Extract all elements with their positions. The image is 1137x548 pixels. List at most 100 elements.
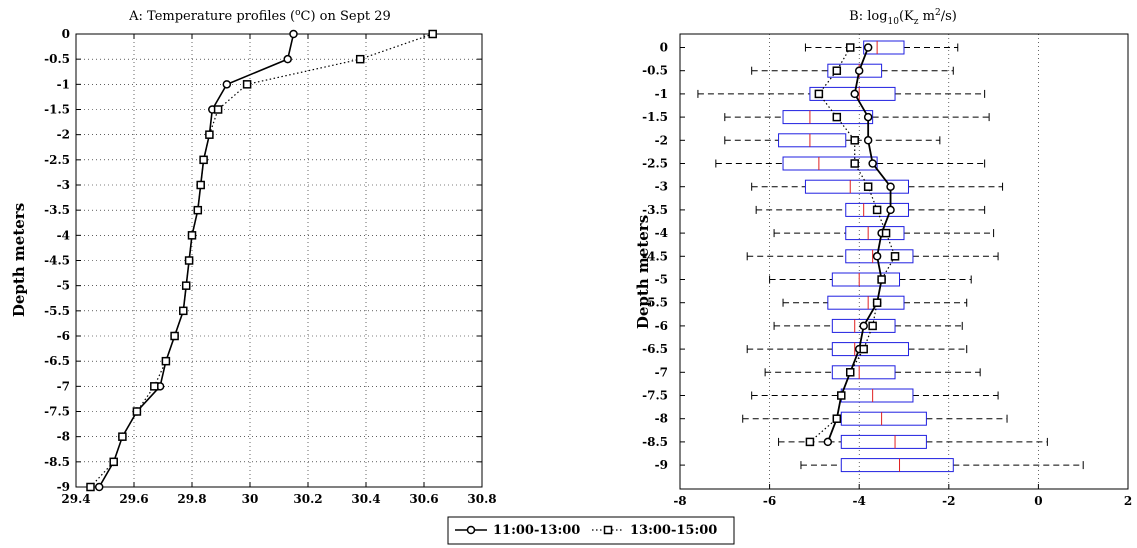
data-point-13-15 [181,281,191,290]
data-point-11-13 [886,182,895,191]
data-point-11-13 [863,112,873,122]
y-tick-label: -7.5 [44,405,70,419]
data-point-11-13 [886,205,895,215]
data-point-13-15 [872,205,882,215]
data-point-13-15 [161,356,171,366]
box-iqr [840,411,927,426]
data-point-13-15 [859,344,868,354]
y-tick-label: -9 [57,480,70,494]
y-tick-label: -6 [655,319,668,333]
y-tick-label: -6.5 [642,342,668,356]
panel-a-title: A: Temperature profiles (oC) on Sept 29 [128,8,391,24]
box-iqr [831,318,896,333]
y-tick-label: -1 [57,77,70,91]
panel-b-axes-box [679,33,1129,490]
x-tick-label: -2 [942,494,955,508]
data-point-11-13 [872,252,882,261]
y-tick-label: -2 [57,128,70,142]
data-point-13-15 [832,414,842,423]
data-point-13-15 [845,368,855,377]
data-point-11-13 [823,437,833,447]
box-iqr [840,458,954,473]
data-point-13-15 [805,437,815,447]
y-tick-label: -8.5 [44,455,70,469]
data-point-13-15 [832,112,842,122]
y-tick-label: -2.5 [642,157,668,171]
x-tick-label: 30.2 [293,492,322,506]
data-point-11-13 [222,80,232,89]
y-tick-label: -5.5 [642,296,668,310]
panel-a-series [86,29,437,492]
y-tick-label: -7 [57,379,70,393]
data-point-11-13 [863,43,873,52]
box-iqr [827,63,883,78]
data-point-13-15 [872,298,882,307]
panel-a-ylabel: Depth meters [10,203,28,317]
y-tick-label: -7 [655,365,668,379]
data-point-11-13 [283,54,292,64]
data-point-13-15 [184,256,194,265]
data-point-11-13 [94,482,104,492]
x-tick-label: -4 [853,494,866,508]
x-tick-label: 2 [1124,494,1132,508]
data-point-13-15 [845,43,855,52]
panel-a-x-ticks: 29.4 29.6 29.8 30 30.2 30.4 30.6 30.8 [61,34,497,506]
y-tick-label: -9 [655,458,668,472]
y-tick-label: -5 [655,273,668,287]
panel-b: -8 -6 -4 -2 0 2 0 -0.5 -1 -1.5 -2 -2.5 -3 -3.5 -4 -4.5… [634,8,1132,508]
box-iqr [782,156,878,171]
data-point-13-15 [814,89,824,99]
box-iqr [809,86,896,101]
data-point-11-13 [850,89,859,99]
data-point-13-15 [109,457,118,467]
data-point-13-15 [118,432,127,441]
x-tick-label: 30.6 [409,492,438,506]
legend: 11:00-13:00 13:00-15:00 [447,516,735,545]
x-tick-label: 29.6 [119,492,148,506]
data-point-13-15 [355,54,365,64]
y-tick-label: -6 [57,329,70,343]
panel-b-ylabel: Depth meters [634,215,652,329]
data-point-11-13 [863,136,873,145]
y-tick-label: -4.5 [44,254,70,268]
box-iqr [831,272,901,287]
y-tick-label: -8.5 [642,435,668,449]
panel-a-y-ticks: 0 -0.5 -1 -1.5 -2 -2.5 -3 -3.5 -4 -4.5 -5 -5.5 -6 -6.… [44,27,482,494]
data-point-11-13 [289,29,298,39]
data-point-13-15 [86,482,95,492]
legend-box [447,516,735,545]
y-tick-label: -2.5 [44,153,70,167]
data-point-13-15 [205,130,214,139]
data-point-13-15 [837,391,846,400]
legend-label-1: 11:00-13:00 [493,523,580,538]
box-iqr [831,342,909,357]
panel-b-boxplots [697,40,1084,473]
box-iqr [863,40,905,55]
x-tick-label: -6 [763,494,776,508]
data-point-13-15 [890,252,900,261]
box-iqr [804,179,909,194]
y-tick-label: -5.5 [44,304,70,318]
panel-b-series [805,43,900,447]
x-tick-label: 30 [242,492,259,506]
y-tick-label: -3.5 [642,203,668,217]
x-tick-label: 29.8 [177,492,206,506]
data-point-11-13 [859,321,868,331]
data-point-13-15 [850,159,859,168]
y-tick-label: -1.5 [642,110,668,124]
panel-b-title: B: log10(Kz m2/s) [849,8,957,27]
data-point-13-15 [850,136,859,145]
y-tick-label: -8 [655,412,668,426]
data-point-11-13 [854,66,864,75]
data-point-13-15 [863,182,873,191]
data-point-13-15 [832,66,842,75]
y-tick-label: -2 [655,133,668,147]
box-iqr [845,202,909,217]
data-point-13-15 [150,382,159,391]
x-tick-label: 30.4 [351,492,380,506]
y-tick-label: -4 [57,228,70,242]
y-tick-label: -3 [57,178,70,192]
data-point-11-13 [868,159,877,168]
y-tick-label: 0 [660,41,668,55]
